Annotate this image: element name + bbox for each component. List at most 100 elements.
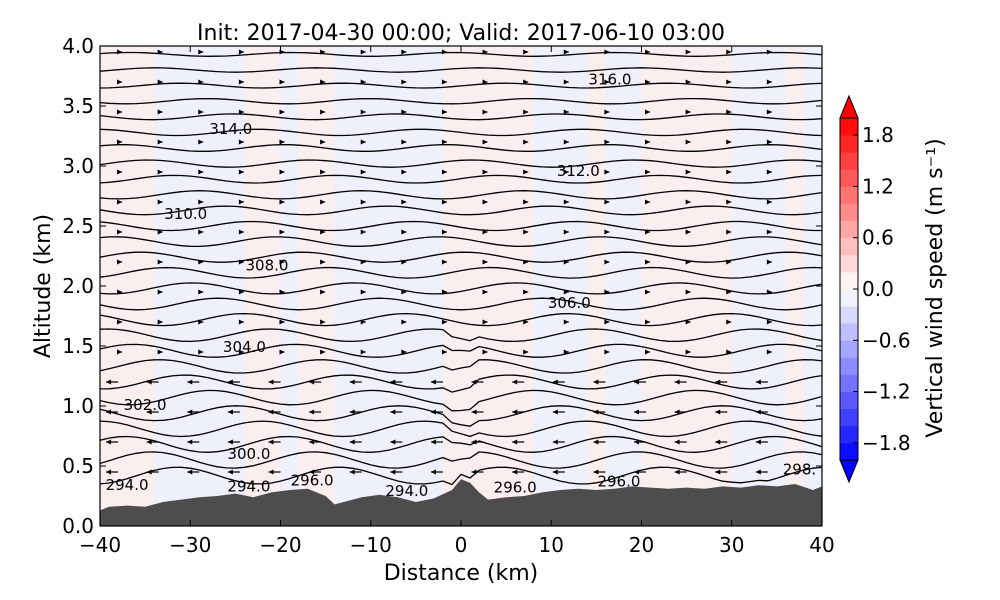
wind-arrow-head [523,289,529,295]
wind-arrow-head [360,139,366,145]
wind-arrow-head [360,289,366,295]
wind-arrow-head [726,349,732,355]
wind-arrow-head [279,79,285,85]
wind-arrow-head [320,259,326,265]
shading-band [424,46,444,526]
wind-arrow-head [349,439,355,445]
wind-arrow-head [766,139,772,145]
contour-line [100,297,822,311]
y-tick-label: 0.5 [62,454,94,478]
colorbar-segment [840,323,858,341]
wind-arrow-head [309,439,315,445]
wind-arrow-head [106,439,112,445]
wind-arrow-head [552,439,558,445]
wind-arrow-head [401,49,407,55]
wind-arrow-head [401,139,407,145]
wind-arrow-head [430,379,436,385]
wind-arrow-head [441,319,447,325]
wind-arrow-head [157,79,163,85]
contour-label: 294.0 [385,482,428,500]
wind-arrow-head [198,139,204,145]
wind-arrow-head [482,49,488,55]
wind-arrow-head [645,349,651,355]
x-tick-label: −10 [350,533,392,557]
shading-band [442,46,462,526]
wind-arrow-head [360,259,366,265]
wind-arrow-head [482,259,488,265]
wind-arrow-head [563,79,569,85]
wind-arrow-head [715,439,721,445]
colorbar-segment [840,203,858,221]
contour-line [100,205,822,216]
wind-arrow-head [674,469,680,475]
shading-band [623,46,642,526]
shading-band [406,46,426,526]
wind-arrow-head [563,49,569,55]
contour-label: 296.0 [291,471,334,489]
wind-arrow-head [523,229,529,235]
terrain [100,479,822,526]
wind-arrow-head [471,439,477,445]
wind-arrow-head [238,49,244,55]
wind-arrow-head [279,349,285,355]
wind-arrow-head [634,409,640,415]
wind-arrow-head [198,169,204,175]
wind-arrow-head [726,169,732,175]
wind-arrow-head [523,139,529,145]
wind-arrow-head [523,49,529,55]
contour-line [100,67,822,73]
shading-band [587,46,606,526]
x-tick-label: 0 [455,533,468,557]
contour-labels: 316.0 314.0 312.0 310.0 308.0 306.0 304.0 302.0… [106,71,817,501]
wind-arrow-head [755,409,761,415]
wind-arrow-head [279,229,285,235]
wind-arrow-head [523,109,529,115]
wind-arrow-head [715,469,721,475]
contour-line [100,312,822,327]
wind-arrow-head [117,109,123,115]
wind-arrow-head [268,439,274,445]
wind-arrow-head [360,349,366,355]
wind-arrow-head [726,79,732,85]
wind-arrow-head [563,109,569,115]
wind-arrow-head [117,319,123,325]
chart-title: Init: 2017-04-30 00:00; Valid: 2017-06-1… [197,21,725,46]
shading-band [569,46,588,526]
wind-arrow-head [401,259,407,265]
colorbar-segment [840,220,858,239]
x-tick-label: −40 [79,533,121,557]
wind-arrow-head [604,349,610,355]
wind-arrow-head [441,199,447,205]
contour-line [100,359,822,374]
wind-arrow-head [604,109,610,115]
wind-arrow-head [430,409,436,415]
contour-label: 294.0 [106,476,149,494]
contour-label: 308.0 [245,257,288,275]
contour-line [100,405,822,427]
wind-arrow-head [523,319,529,325]
wind-arrow-head [320,79,326,85]
wind-arrow-head [360,79,366,85]
shading-band [497,46,516,526]
wind-arrow-head [146,409,152,415]
wind-arrow-head [482,199,488,205]
wind-arrow-head [685,79,691,85]
wind-arrow-head [645,49,651,55]
wind-arrow-head [563,199,569,205]
wind-arrow-head [685,229,691,235]
wind-arrow-head [563,259,569,265]
shading-band [334,46,354,526]
contour-line [100,466,822,486]
wind-arrow-head [320,109,326,115]
wind-arrow-head [198,319,204,325]
wind-arrow-head [157,259,163,265]
wind-arrow-head [766,319,772,325]
wind-arrow-head [238,289,244,295]
wind-arrow-head [268,409,274,415]
wind-arrow-head [401,199,407,205]
wind-arrow-head [198,109,204,115]
wind-arrow-head [634,469,640,475]
wind-arrow-head [471,379,477,385]
contour-label: 304.0 [223,338,266,356]
y-tick-label: 4.0 [62,34,94,58]
